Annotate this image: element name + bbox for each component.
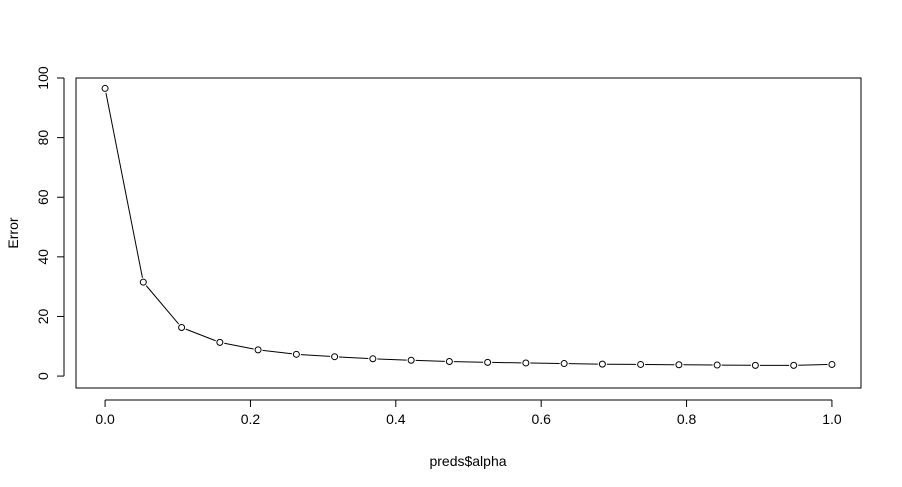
x-tick-label: 0.2 (241, 411, 261, 427)
x-tick-label: 1.0 (822, 411, 842, 427)
data-point (484, 358, 492, 366)
data-point (675, 361, 683, 369)
y-tick-label: 100 (35, 66, 51, 90)
data-point (560, 360, 568, 368)
data-point (637, 360, 645, 368)
data-point (101, 84, 109, 92)
x-tick-label: 0.0 (95, 411, 115, 427)
data-point (331, 353, 339, 361)
x-tick-label: 0.4 (386, 411, 406, 427)
y-axis-title: Error (5, 217, 21, 248)
data-point (254, 346, 262, 354)
data-point (292, 350, 300, 358)
data-point (751, 361, 759, 369)
y-tick-label: 20 (35, 308, 51, 324)
data-point (139, 278, 147, 286)
series-line-segment (145, 285, 180, 325)
series-line-segment (453, 361, 484, 363)
y-tick-label: 80 (35, 130, 51, 146)
data-point (445, 357, 453, 365)
series-line-segment (105, 92, 143, 278)
y-axis: 0 20 40 60 80 100 (35, 66, 65, 380)
x-axis: 0.0 0.2 0.4 0.6 0.8 1.0 (95, 399, 842, 427)
data-point (407, 356, 415, 364)
series-line-segment (798, 364, 828, 366)
series-line-segment (339, 356, 369, 360)
plot-frame (75, 77, 862, 389)
series-layer (101, 84, 836, 369)
y-tick-label: 0 (35, 372, 51, 380)
series-line-segment (185, 328, 216, 342)
data-point (522, 359, 530, 367)
data-point (790, 361, 798, 369)
series-line-segment (415, 359, 445, 362)
data-point (598, 360, 606, 368)
data-point (713, 361, 721, 369)
data-point (369, 355, 377, 363)
data-point (178, 323, 186, 331)
y-tick-label: 40 (35, 249, 51, 265)
data-point (828, 360, 836, 368)
series-line-segment (262, 349, 292, 355)
x-tick-label: 0.8 (677, 411, 697, 427)
x-tick-label: 0.6 (531, 411, 551, 427)
series-line-segment (224, 342, 254, 350)
series-line-segment (377, 358, 407, 361)
data-point (216, 338, 224, 346)
x-axis-title: preds$alpha (429, 453, 506, 469)
series-line-segment (300, 354, 331, 357)
y-tick-label: 60 (35, 189, 51, 205)
